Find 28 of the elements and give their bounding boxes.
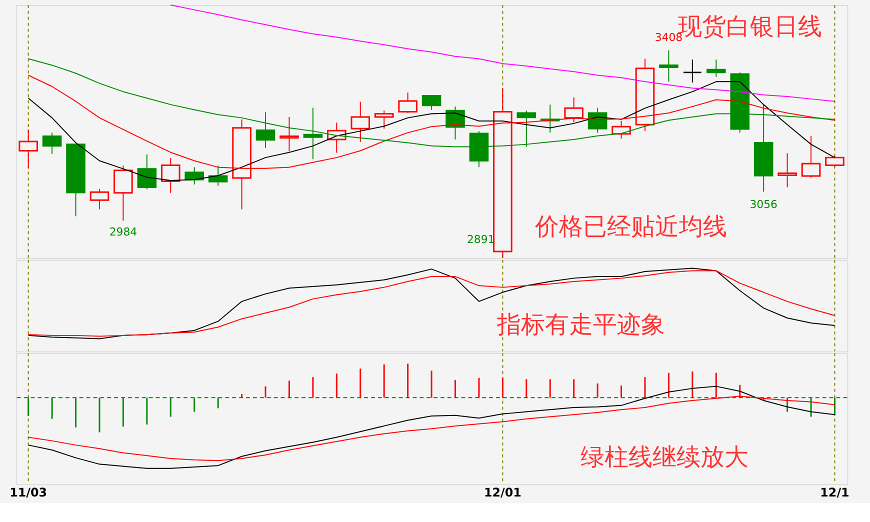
candlestick [160, 157, 180, 194]
candlestick [801, 135, 821, 178]
candlestick [137, 154, 157, 190]
candlestick [659, 50, 678, 82]
candlestick [114, 165, 133, 222]
annotation: 绿柱线继续放大 [580, 442, 748, 471]
candlestick [184, 166, 204, 185]
x-tick-label: 11/03 [10, 486, 48, 500]
candlestick [422, 94, 442, 110]
candlestick [682, 59, 702, 83]
candlestick [778, 152, 797, 188]
annotation: 价格已经贴近均线 [534, 212, 728, 241]
candlestick [706, 59, 726, 78]
candlestick [825, 155, 844, 168]
annotation: 指标有走平迹象 [496, 310, 666, 339]
candlestick [398, 92, 418, 114]
candlestick [564, 96, 584, 123]
candlestick [280, 116, 299, 152]
annotation: 3056 [750, 198, 778, 211]
x-tick-label: 12/01 [484, 486, 522, 500]
candlestick [208, 165, 228, 186]
candlestick [350, 101, 370, 142]
candlestick [18, 128, 38, 169]
annotation: 2984 [109, 226, 138, 239]
candlestick [42, 132, 62, 154]
candlestick [90, 188, 110, 210]
x-tick-label: 12/1 [820, 486, 850, 500]
candlestick [374, 110, 394, 130]
